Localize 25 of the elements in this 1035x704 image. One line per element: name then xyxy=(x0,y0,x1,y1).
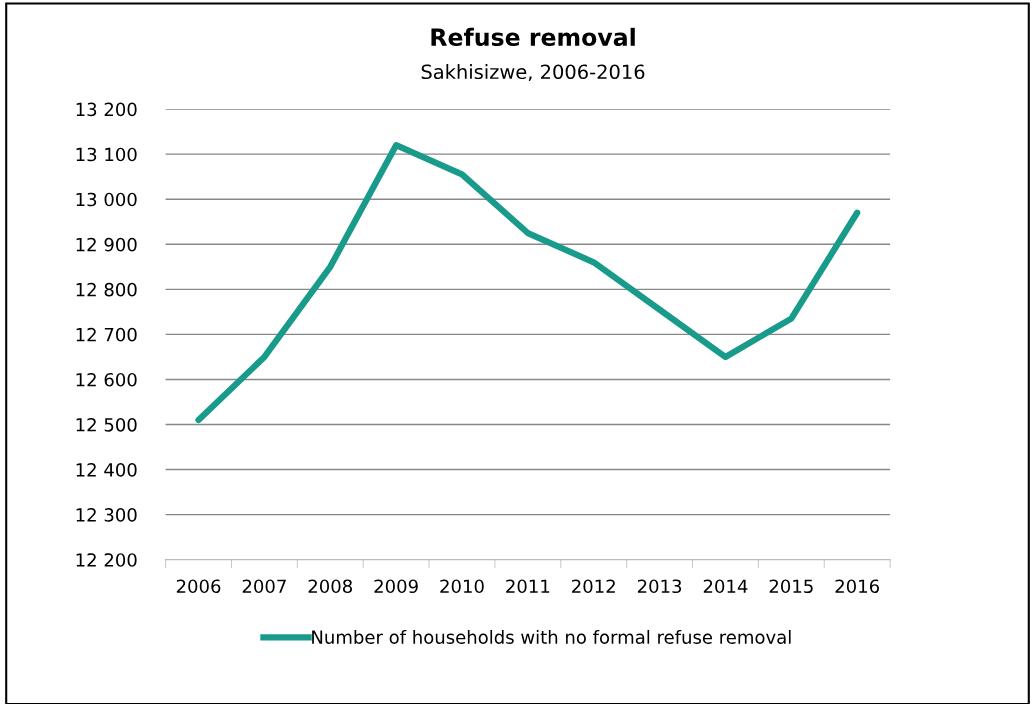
x-tick-label: 2015 xyxy=(769,579,813,594)
y-tick-label: 12 700 xyxy=(76,327,137,342)
x-tick-label: 2012 xyxy=(572,579,615,594)
x-tick-label: 2013 xyxy=(637,579,682,594)
y-tick-label: 13 100 xyxy=(76,147,137,162)
y-tick-label: 12 600 xyxy=(76,372,137,387)
chart-subtitle: Sakhisizwe, 2006-2016 xyxy=(421,64,645,82)
x-tick-label: 2010 xyxy=(440,579,484,594)
legend-label: Number of households with no formal refuse removal xyxy=(312,630,791,644)
y-tick-label: 12 200 xyxy=(76,553,137,567)
x-tick-label: 2011 xyxy=(506,579,550,594)
x-tick-label: 2016 xyxy=(835,579,880,594)
y-tick-label: 13 200 xyxy=(76,102,137,117)
y-tick-label: 12 300 xyxy=(76,508,137,522)
x-tick-label: 2014 xyxy=(703,579,748,594)
y-tick-label: 12 500 xyxy=(76,417,137,432)
chart-title: Refuse removal xyxy=(431,27,635,47)
x-tick-label: 2009 xyxy=(374,579,418,594)
x-tick-label: 2008 xyxy=(308,579,352,594)
x-tick-label: 2007 xyxy=(242,579,286,594)
y-tick-label: 12 900 xyxy=(76,237,137,252)
x-tick-label: 2006 xyxy=(176,579,221,594)
y-tick-label: 13 000 xyxy=(76,192,137,207)
y-tick-label: 12 800 xyxy=(76,282,137,297)
y-tick-label: 12 400 xyxy=(76,463,137,477)
